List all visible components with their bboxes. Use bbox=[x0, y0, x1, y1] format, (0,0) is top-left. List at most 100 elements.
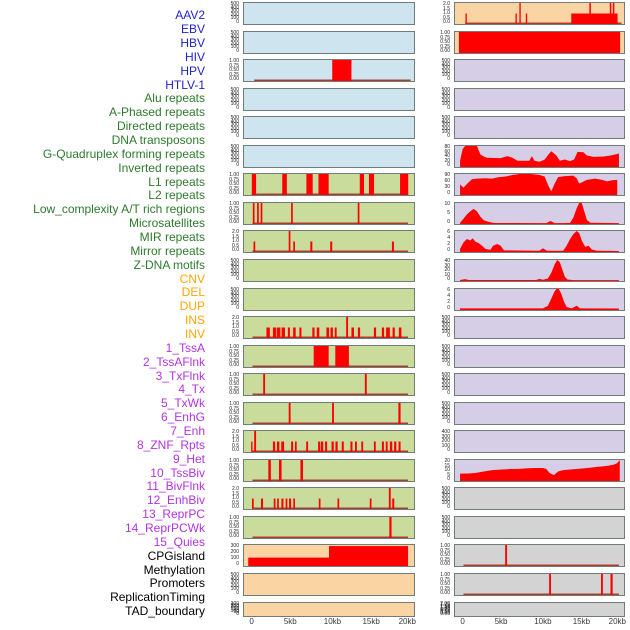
signal-bar bbox=[465, 13, 467, 24]
y-axis-ticks-cpgisland: 500 400 300 200 100 0 bbox=[416, 487, 452, 510]
track-plot-9-het bbox=[454, 288, 625, 311]
track-label-hbv: HBV bbox=[180, 36, 205, 50]
track-data-svg bbox=[465, 3, 622, 24]
signal-bar bbox=[389, 517, 392, 538]
y-tick-label: 200 bbox=[441, 97, 450, 104]
x-axis-tick-label: 10kb bbox=[323, 617, 342, 626]
y-tick-label: 20 bbox=[444, 267, 450, 273]
y-tick-label: 2.0 bbox=[232, 315, 239, 321]
y-tick-label: 400 bbox=[441, 404, 450, 411]
track-plot-inverted-repeats bbox=[243, 316, 415, 339]
y-axis-ticks-hbv: 1.00 0.75 0.50 0.25 0.00 bbox=[205, 59, 241, 82]
x-axis-tick-label: 20kb bbox=[398, 617, 416, 626]
y-tick-label: 0.00 bbox=[229, 419, 239, 425]
track-plot-5-txwk bbox=[454, 173, 625, 196]
track-data-svg bbox=[460, 203, 619, 224]
y-tick-label: 10 bbox=[444, 271, 450, 278]
y-tick-label: 500 bbox=[441, 515, 450, 521]
y-tick-label: 0.00 bbox=[440, 611, 450, 617]
y-axis-ticks-l1-repeats: 1.00 0.75 0.50 0.25 0.00 bbox=[205, 345, 241, 368]
y-tick-label: 300 bbox=[441, 493, 450, 500]
y-tick-label: 0.75 bbox=[229, 405, 239, 412]
y-tick-label: 300 bbox=[230, 8, 239, 15]
signal-bar bbox=[610, 574, 613, 595]
y-tick-label: 0 bbox=[447, 247, 450, 253]
y-tick-label: 0.00 bbox=[229, 476, 239, 482]
signal-bar bbox=[346, 317, 349, 338]
y-tick-label: 200 bbox=[441, 354, 450, 361]
x-axis-tick-label: 5kb bbox=[283, 617, 297, 626]
signal-bar bbox=[318, 441, 321, 452]
track-label-l1-repeats: L1 repeats bbox=[148, 174, 205, 189]
y-tick-label: 100 bbox=[230, 301, 239, 308]
track-data-svg bbox=[252, 231, 409, 252]
track-data-svg bbox=[463, 545, 619, 566]
y-tick-label: 1.00 bbox=[229, 401, 239, 407]
y-tick-label: 200 bbox=[230, 582, 239, 589]
y-tick-label: 0 bbox=[447, 276, 450, 282]
signal-bar bbox=[295, 441, 297, 452]
y-axis-ticks-del: 500 400 300 200 100 0 bbox=[205, 573, 241, 596]
y-axis-ticks-directed-repeats: 2.0 1.5 1.0 0.5 0.0 bbox=[205, 230, 241, 253]
y-tick-label: 0.50 bbox=[229, 381, 239, 387]
y-axis-ticks-15-quies: 20 15 10 5 0 bbox=[416, 459, 452, 482]
track-data-svg bbox=[251, 488, 409, 509]
y-tick-label: 200 bbox=[230, 268, 239, 275]
track-plot-cpgisland bbox=[454, 487, 625, 510]
track-data-svg bbox=[455, 517, 624, 538]
track-plot-4-tx bbox=[454, 145, 625, 168]
track-data-svg bbox=[455, 488, 624, 509]
signal-bar bbox=[326, 327, 329, 338]
track-data-svg bbox=[460, 260, 619, 281]
y-tick-label: 1.00 bbox=[229, 372, 239, 378]
y-tick-label: 200 bbox=[230, 40, 239, 47]
signal-bar bbox=[287, 327, 290, 338]
signal-bar bbox=[331, 441, 334, 452]
track-plot-dup bbox=[243, 602, 415, 617]
signal-bar bbox=[293, 327, 296, 338]
track-plot-6-enhg bbox=[454, 202, 625, 225]
track-plot-aav2 bbox=[243, 2, 415, 25]
track-plot-15-quies bbox=[454, 459, 625, 482]
y-tick-label: 6 bbox=[447, 287, 450, 293]
y-tick-label: 20 bbox=[444, 458, 450, 464]
track-data-svg bbox=[455, 346, 624, 367]
signal-area bbox=[460, 203, 619, 224]
signal-bar bbox=[318, 498, 321, 509]
y-tick-label: 4 bbox=[447, 293, 450, 299]
y-tick-label: 400 bbox=[230, 290, 239, 297]
track-label-6-enhg: 6_EnhG bbox=[160, 410, 205, 425]
y-tick-label: 15 bbox=[444, 462, 450, 469]
y-tick-label: 0 bbox=[236, 105, 239, 111]
y-tick-label: 0.75 bbox=[440, 607, 450, 614]
y-tick-label: 100 bbox=[441, 386, 450, 393]
y-axis-ticks-5-txwk: 90 60 30 0 bbox=[416, 173, 452, 196]
signal-bar bbox=[312, 327, 315, 338]
signal-bar bbox=[361, 441, 364, 452]
y-tick-label: 0 bbox=[447, 476, 450, 482]
track-plot-hbv bbox=[243, 59, 415, 82]
y-tick-label: 1.00 bbox=[229, 58, 239, 64]
x-axis-tick-label: 15kb bbox=[572, 617, 591, 626]
signal-bar bbox=[391, 241, 394, 252]
signal-baseline bbox=[252, 422, 409, 424]
y-tick-label: 300 bbox=[230, 151, 239, 158]
y-tick-label: 1.00 bbox=[229, 172, 239, 178]
y-tick-label: 0.50 bbox=[229, 210, 239, 216]
track-label-4-tx: 4_Tx bbox=[178, 382, 205, 397]
track-label-methylation: Methylation bbox=[143, 562, 205, 577]
signal-baseline bbox=[252, 450, 409, 452]
signal-bar bbox=[268, 460, 271, 481]
track-label-8-znf-rpts: 8_ZNF_Rpts bbox=[136, 437, 205, 452]
y-axis-ticks-l2-repeats: 1.00 0.75 0.50 0.25 0.00 bbox=[205, 373, 241, 396]
y-tick-label: 500 bbox=[441, 344, 450, 350]
signal-bar bbox=[398, 327, 402, 338]
y-tick-label: 300 bbox=[230, 94, 239, 101]
y-tick-label: 150 bbox=[230, 606, 239, 612]
track-plot-ins bbox=[454, 2, 625, 25]
signal-bar bbox=[373, 327, 377, 338]
y-tick-label: 100 bbox=[230, 555, 239, 561]
y-tick-label: 400 bbox=[230, 90, 239, 97]
signal-bar bbox=[252, 203, 255, 224]
